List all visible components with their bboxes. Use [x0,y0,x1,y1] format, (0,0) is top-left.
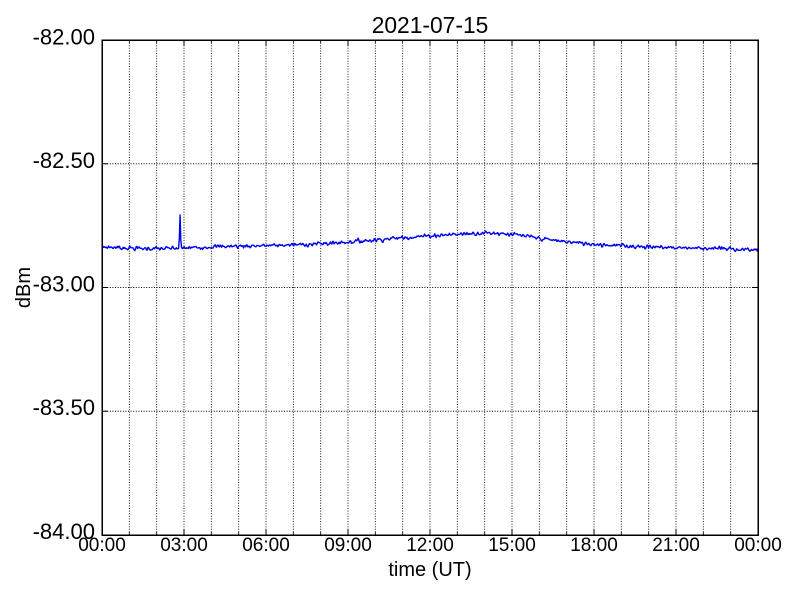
svg-text:-82.50: -82.50 [33,148,95,173]
svg-text:09:00: 09:00 [324,535,372,556]
svg-text:-82.00: -82.00 [33,25,95,50]
svg-text:time (UT): time (UT) [388,559,471,581]
svg-text:-83.50: -83.50 [33,395,95,420]
svg-text:2021-07-15: 2021-07-15 [372,12,489,38]
svg-text:03:00: 03:00 [160,535,208,556]
svg-text:00:00: 00:00 [734,535,782,556]
svg-text:dBm: dBm [13,267,35,308]
svg-text:-84.00: -84.00 [33,519,95,544]
svg-text:-83.00: -83.00 [33,272,95,297]
svg-text:12:00: 12:00 [406,535,454,556]
svg-text:18:00: 18:00 [570,535,618,556]
svg-text:21:00: 21:00 [652,535,700,556]
svg-text:15:00: 15:00 [488,535,536,556]
svg-text:06:00: 06:00 [242,535,290,556]
